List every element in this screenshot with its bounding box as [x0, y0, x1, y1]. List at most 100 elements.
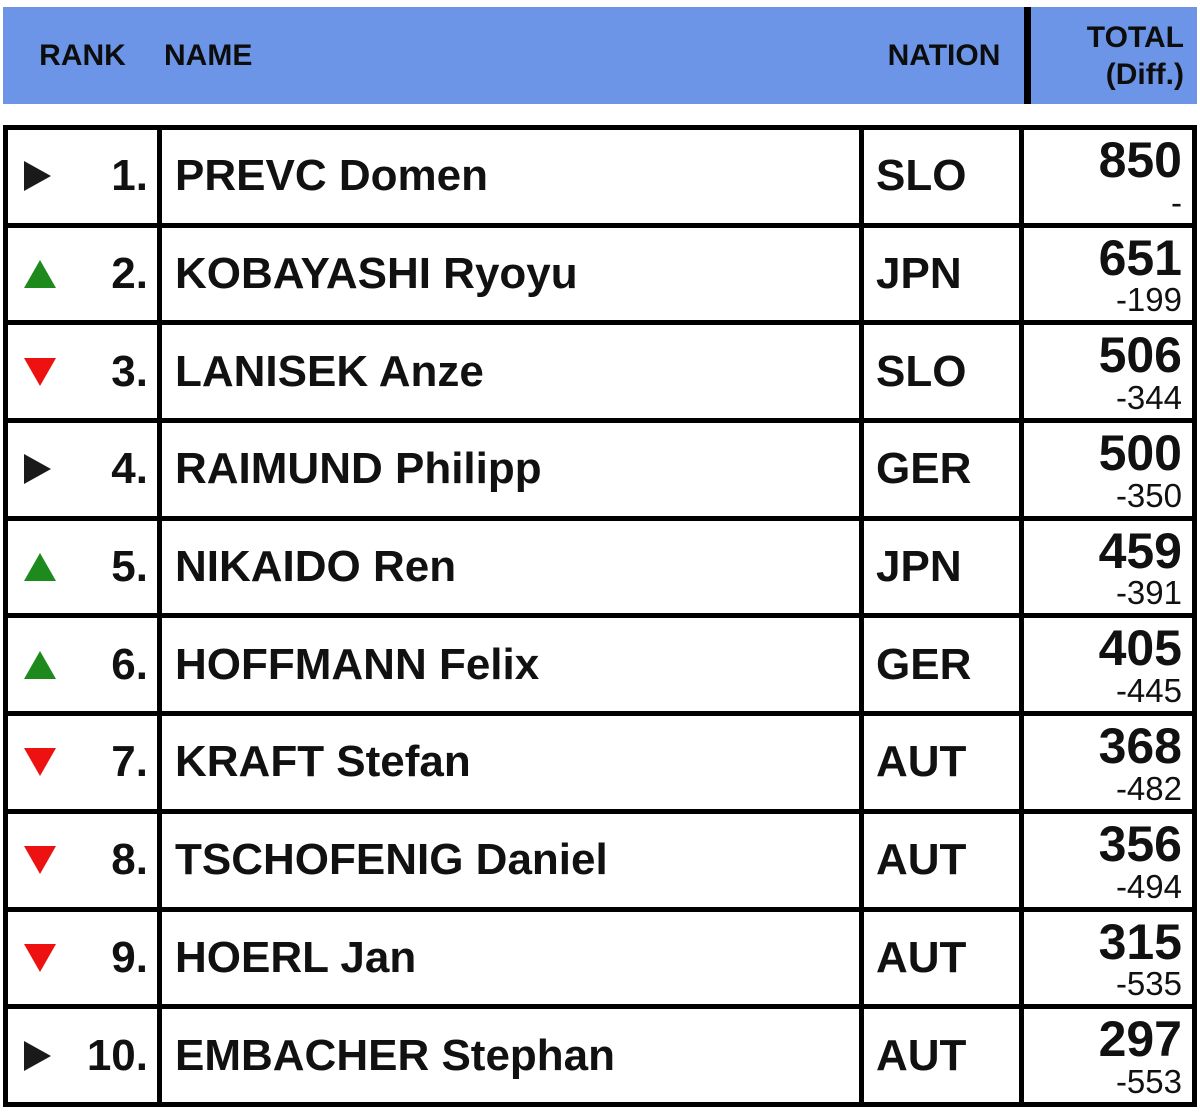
diff-points: -535: [1115, 965, 1182, 1003]
table-row: 9. HOERL Jan AUT 315 -535: [8, 906, 1192, 1005]
athlete-name: RAIMUND Philipp: [162, 423, 864, 516]
table-row: 7. KRAFT Stefan AUT 368 -482: [8, 711, 1192, 809]
total-points: 356: [1098, 815, 1182, 872]
trend-arrow-icon: [24, 260, 56, 289]
trend-arrow-icon: [24, 357, 56, 386]
athlete-name: HOFFMANN Felix: [162, 618, 864, 712]
header-rank-label: RANK: [39, 38, 126, 72]
athlete-name: NIKAIDO Ren: [162, 520, 864, 614]
diff-points: -445: [1115, 672, 1182, 710]
trend-arrow-icon: [24, 846, 56, 875]
rank-cell: 1.: [8, 130, 162, 223]
total-cell: 405 -445: [1024, 618, 1192, 711]
rank-cell: 6.: [8, 618, 162, 712]
rank-number: 2.: [111, 249, 148, 299]
rank-number: 8.: [111, 835, 148, 885]
rank-number: 6.: [111, 639, 148, 689]
rank-number: 5.: [111, 542, 148, 592]
total-points: 459: [1098, 522, 1182, 579]
rank-cell: 10.: [8, 1009, 162, 1102]
total-cell: 368 -482: [1024, 716, 1192, 809]
diff-points: -391: [1115, 574, 1182, 612]
nation-code: AUT: [864, 1009, 1024, 1102]
athlete-name: LANISEK Anze: [162, 325, 864, 419]
total-points: 368: [1098, 718, 1182, 775]
total-points: 405: [1098, 620, 1182, 677]
total-cell: 506 -344: [1024, 325, 1192, 418]
trend-arrow-icon: [24, 943, 56, 972]
total-cell: 297 -553: [1024, 1009, 1192, 1102]
table-row: 2. KOBAYASHI Ryoyu JPN 651 -199: [8, 222, 1192, 321]
rank-cell: 7.: [8, 716, 162, 809]
total-points: 297: [1098, 1011, 1182, 1068]
header-name: NAME: [162, 7, 864, 104]
nation-code: AUT: [864, 911, 1024, 1005]
athlete-name: TSCHOFENIG Daniel: [162, 813, 864, 907]
rank-cell: 3.: [8, 325, 162, 419]
total-cell: 651 -199: [1024, 228, 1192, 321]
nation-code: GER: [864, 423, 1024, 516]
header-total: TOTAL (Diff.): [1024, 7, 1197, 104]
table-row: 6. HOFFMANN Felix GER 405 -445: [8, 613, 1192, 712]
athlete-name: KRAFT Stefan: [162, 716, 864, 809]
rank-cell: 4.: [8, 423, 162, 516]
total-cell: 459 -391: [1024, 521, 1192, 614]
diff-points: -494: [1115, 867, 1182, 905]
trend-arrow-icon: [24, 748, 56, 777]
nation-code: SLO: [864, 130, 1024, 223]
diff-points: -: [1171, 183, 1182, 221]
table-row: 5. NIKAIDO Ren JPN 459 -391: [8, 515, 1192, 614]
total-points: 651: [1098, 229, 1182, 286]
total-cell: 315 -535: [1024, 912, 1192, 1005]
rank-number: 9.: [111, 932, 148, 982]
rank-cell: 5.: [8, 520, 162, 614]
diff-points: -350: [1115, 476, 1182, 514]
athlete-name: EMBACHER Stephan: [162, 1009, 864, 1102]
table-row: 4. RAIMUND Philipp GER 500 -350: [8, 418, 1192, 516]
diff-points: -482: [1115, 769, 1182, 807]
table-row: 3. LANISEK Anze SLO 506 -344: [8, 320, 1192, 419]
nation-code: AUT: [864, 716, 1024, 809]
total-cell: 500 -350: [1024, 423, 1192, 516]
athlete-name: KOBAYASHI Ryoyu: [162, 227, 864, 321]
trend-arrow-icon: [24, 553, 56, 582]
diff-points: -344: [1115, 379, 1182, 417]
standings-table: 1. PREVC Domen SLO 850 - 2. KOBAYASHI Ry…: [3, 125, 1197, 1107]
nation-code: SLO: [864, 325, 1024, 419]
header-nation-label: NATION: [887, 38, 1001, 72]
header-rank: RANK: [3, 7, 162, 104]
nation-code: JPN: [864, 227, 1024, 321]
rank-cell: 9.: [8, 911, 162, 1005]
header-total-label: TOTAL: [1086, 20, 1184, 54]
table-row: 1. PREVC Domen SLO 850 -: [8, 130, 1192, 223]
rank-number: 1.: [111, 151, 148, 201]
athlete-name: PREVC Domen: [162, 130, 864, 223]
rank-number: 10.: [86, 1030, 148, 1080]
total-cell: 850 -: [1024, 130, 1192, 223]
table-header: RANK NAME NATION TOTAL (Diff.): [3, 7, 1197, 104]
table-row: 10. EMBACHER Stephan AUT 297 -553: [8, 1004, 1192, 1102]
trend-arrow-icon: [24, 1040, 51, 1071]
header-nation: NATION: [864, 7, 1024, 104]
athlete-name: HOERL Jan: [162, 911, 864, 1005]
trend-arrow-icon: [24, 650, 56, 679]
total-points: 850: [1098, 132, 1182, 188]
header-name-label: NAME: [164, 38, 253, 72]
rank-cell: 8.: [8, 813, 162, 907]
total-points: 500: [1098, 425, 1182, 482]
table-row: 8. TSCHOFENIG Daniel AUT 356 -494: [8, 808, 1192, 907]
header-diff-label: (Diff.): [1105, 57, 1184, 91]
diff-points: -553: [1115, 1062, 1182, 1100]
diff-points: -199: [1115, 281, 1182, 319]
nation-code: AUT: [864, 813, 1024, 907]
rank-number: 3.: [111, 346, 148, 396]
nation-code: GER: [864, 618, 1024, 712]
total-cell: 356 -494: [1024, 814, 1192, 907]
total-points: 506: [1098, 327, 1182, 384]
nation-code: JPN: [864, 520, 1024, 614]
rank-cell: 2.: [8, 227, 162, 321]
trend-arrow-icon: [24, 161, 51, 192]
rank-number: 7.: [111, 737, 148, 787]
trend-arrow-icon: [24, 454, 51, 485]
rank-number: 4.: [111, 444, 148, 494]
